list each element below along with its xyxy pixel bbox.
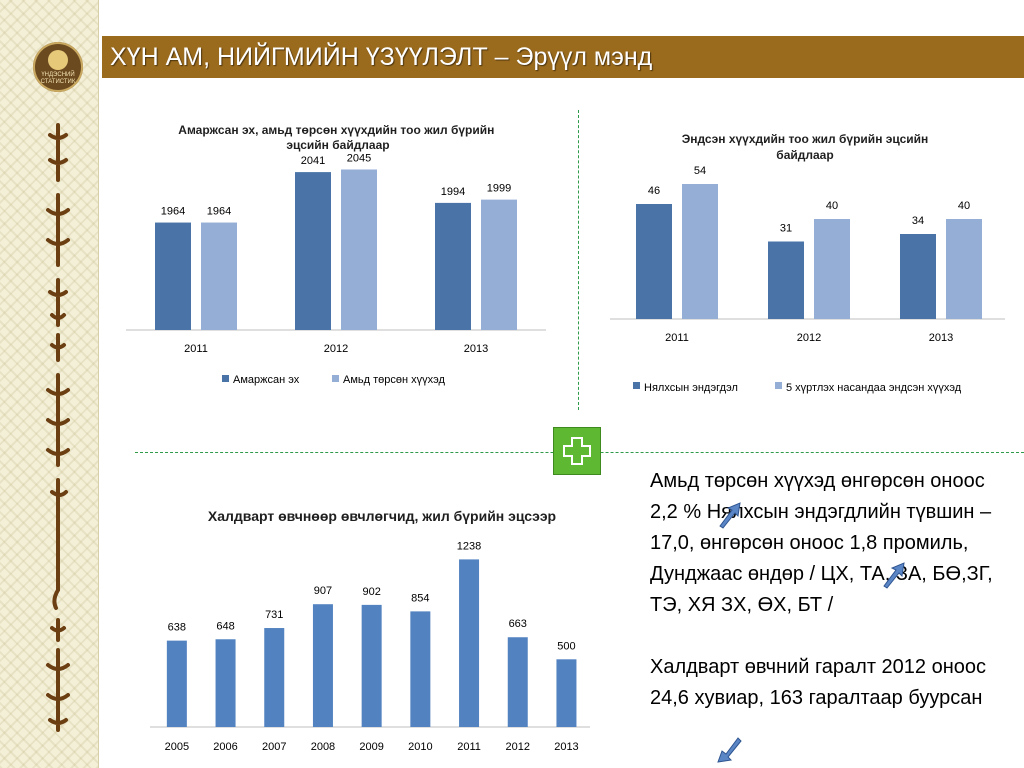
arrow-up-icon [883,562,905,589]
data-label: 2045 [347,152,371,164]
vertical-divider [578,110,579,410]
bar [459,559,480,727]
data-label: 46 [648,185,660,197]
bar [900,234,936,319]
x-tick-label: 2011 [184,343,208,355]
data-label: 902 [362,586,380,598]
legend-swatch [775,382,782,389]
x-tick-label: 2012 [324,343,348,355]
arrow-up-icon [719,502,741,529]
data-label: 2041 [301,155,325,167]
data-label: 1238 [457,540,481,552]
bar [295,172,331,330]
data-label: 1994 [441,186,465,198]
data-label: 663 [509,618,527,630]
data-label: 1999 [487,183,511,195]
bar [166,640,187,727]
bar [361,604,382,727]
data-label: 34 [912,215,924,227]
mongolian-script-icon [46,123,70,732]
bar [341,169,377,330]
legend-label: 5 хүртлэх насандаа эндсэн хүүхэд [786,382,962,394]
notes-text: Амьд төрсөн хүүхэд өнгөрсөн оноос 2,2 % … [650,466,1010,714]
x-tick-label: 2011 [665,332,689,344]
data-label: 500 [557,640,575,652]
bar [215,639,236,727]
x-tick-label: 2013 [929,332,953,344]
data-label: 31 [780,223,792,235]
data-label: 638 [168,622,186,634]
chart-child-deaths: Эндсэн хүүхдийн тоо жил бүрийн эцсийн бай… [610,132,1005,394]
logo-text: ҮНДЭСНИЙ СТАТИСТИК [40,72,76,85]
sidebar-ornament: ҮНДЭСНИЙ СТАТИСТИК [0,0,99,768]
bar [556,659,577,727]
x-tick-label: 2012 [797,332,821,344]
x-tick-label: 2011 [457,741,481,753]
bar [155,222,191,330]
page-title: ХҮН АМ, НИЙГМИЙН ҮЗҮҮЛЭЛТ – Эрүүл мэнд [110,43,653,71]
bar [507,637,528,727]
x-tick-label: 2005 [165,741,189,753]
bar [264,628,285,727]
x-tick-label: 2008 [311,741,335,753]
notes-paragraph-infections: Халдварт өвчний гаралт 2012 оноос 24,6 х… [650,656,987,709]
bar [946,219,982,319]
data-label: 731 [265,609,283,621]
bar [435,202,471,330]
x-tick-label: 2006 [213,741,237,753]
legend-swatch [222,375,229,382]
notes-paragraph-births: Амьд төрсөн хүүхэд өнгөрсөн оноос 2,2 % … [650,470,993,616]
bar [312,604,333,727]
legend-swatch [633,382,640,389]
arrow-down-icon [717,737,742,763]
title-bar: ХҮН АМ, НИЙГМИЙН ҮЗҮҮЛЭЛТ – Эрүүл мэнд [102,36,1024,78]
data-label: 1964 [207,206,231,218]
bar [410,611,431,727]
bar [768,241,804,319]
x-tick-label: 2007 [262,741,286,753]
x-tick-label: 2010 [408,741,432,753]
legend-label: Амаржсан эх [233,374,300,386]
chart-infectious-diseases: Халдварт өвчнөөр өвчлөгчид, жил бүрийн э… [150,508,590,753]
legend-label: Амьд төрсөн хүүхэд [343,374,445,386]
bar [814,219,850,319]
soyombo-icon [48,50,68,70]
x-tick-label: 2013 [464,343,488,355]
data-label: 907 [314,585,332,597]
x-tick-label: 2009 [359,741,383,753]
legend-label: Нялхсын эндэгдэл [644,382,738,394]
legend-swatch [332,375,339,382]
data-label: 40 [826,200,838,212]
bar [636,204,672,319]
x-tick-label: 2013 [554,741,578,753]
data-label: 40 [958,200,970,212]
health-plus-icon [553,427,601,475]
data-label: 1964 [161,206,185,218]
chart-title: Амаржсан эх, амьд төрсөн хүүхдийн тоо жи… [178,123,497,152]
chart-title: Халдварт өвчнөөр өвчлөгчид, жил бүрийн э… [208,508,556,524]
data-label: 54 [694,165,706,177]
x-tick-label: 2012 [506,741,530,753]
bar [201,222,237,330]
bar [682,184,718,319]
data-label: 854 [411,592,429,604]
chart-births: Амаржсан эх, амьд төрсөн хүүхдийн тоо жи… [126,123,546,386]
bar [481,199,517,330]
data-label: 648 [216,620,234,632]
logo: ҮНДЭСНИЙ СТАТИСТИК [33,42,83,92]
chart-title: Эндсэн хүүхдийн тоо жил бүрийн эцсийн бай… [682,132,929,162]
